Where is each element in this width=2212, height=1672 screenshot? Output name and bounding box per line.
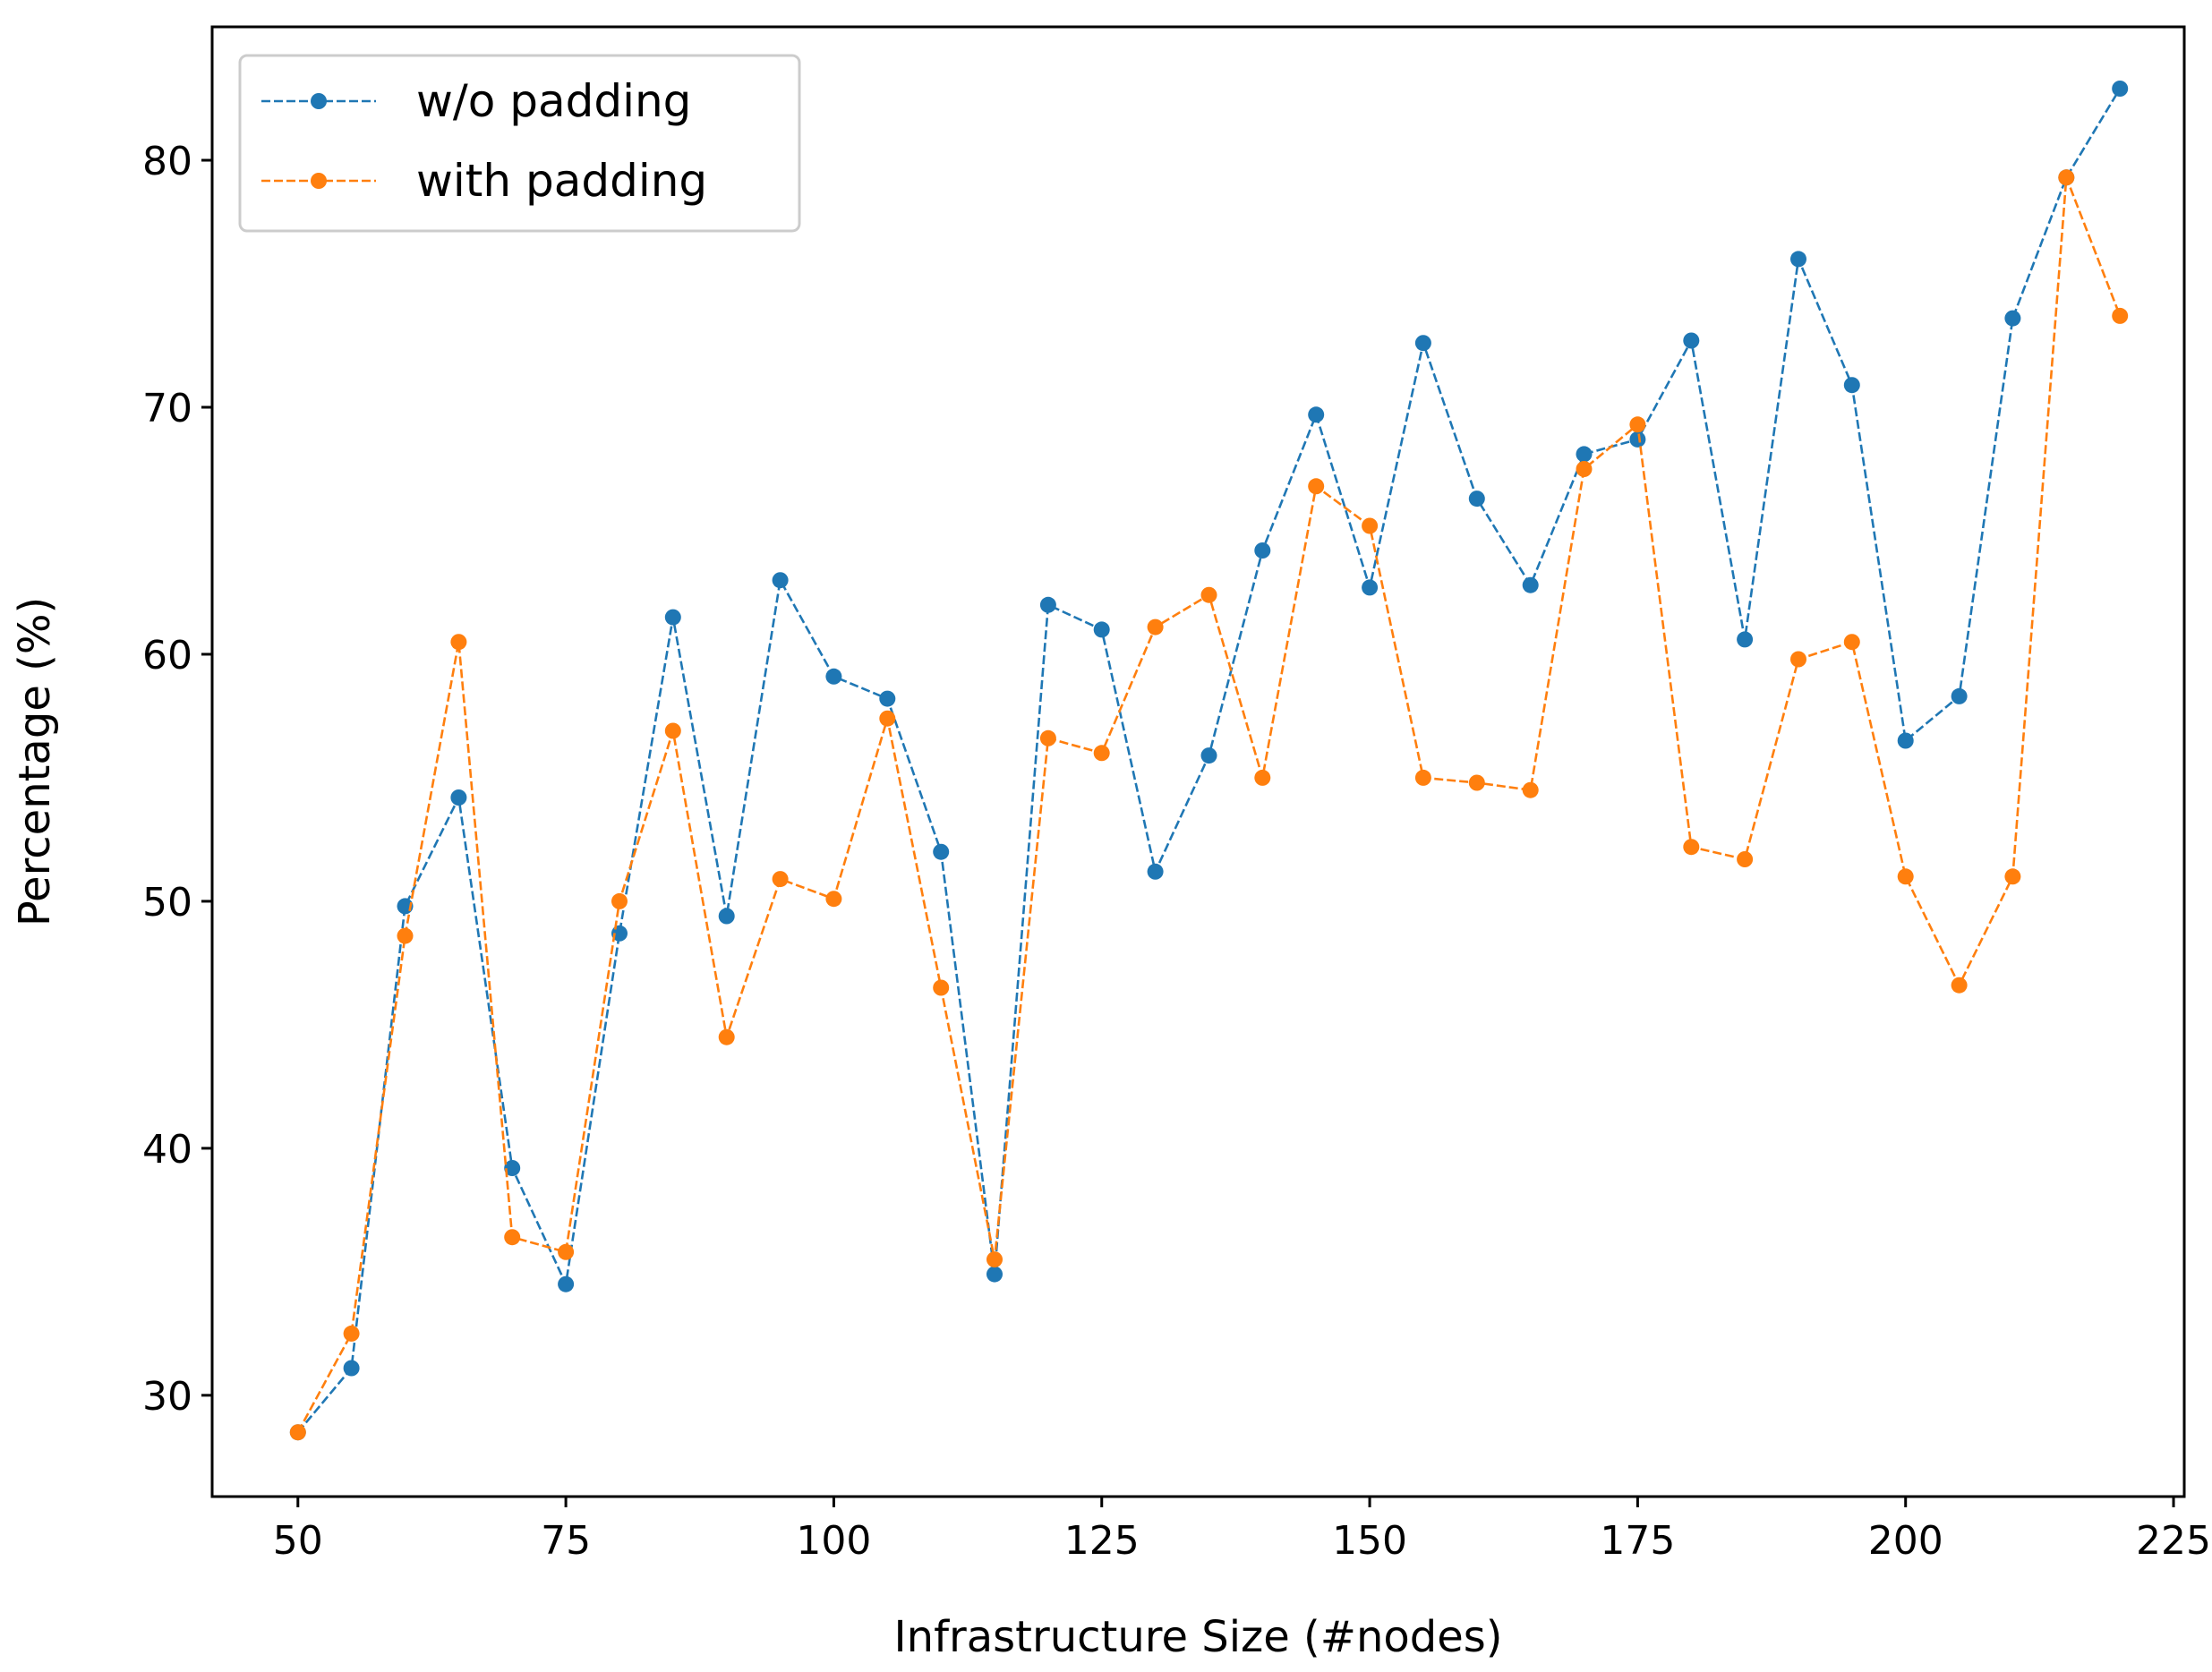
y-tick-label: 30: [142, 1374, 192, 1420]
data-point: [1683, 839, 1700, 856]
data-point: [1522, 781, 1539, 798]
data-point: [1790, 251, 1806, 268]
data-point: [1737, 851, 1754, 867]
x-axis-label: Infrastructure Size (#nodes): [894, 1612, 1503, 1662]
data-point: [1147, 618, 1164, 636]
y-axis-ticks: 30 40 50 60 70 80: [142, 139, 212, 1420]
series-2: [289, 169, 2129, 1441]
data-point: [1468, 491, 1485, 508]
legend-marker: [311, 173, 327, 189]
legend-item: w/o padding: [261, 75, 691, 127]
data-point: [986, 1251, 1003, 1268]
data-point: [2112, 307, 2129, 324]
data-point: [986, 1266, 1003, 1283]
data-point: [1039, 729, 1056, 746]
data-point: [1254, 769, 1271, 786]
x-tick-label: 125: [1064, 1518, 1140, 1564]
legend-items: w/o padding with padding: [261, 75, 707, 207]
legend-box: [238, 54, 801, 233]
data-point: [664, 722, 681, 739]
data-point: [718, 908, 735, 925]
y-tick-label: 40: [142, 1127, 192, 1173]
data-point: [718, 1028, 735, 1045]
data-point: [879, 710, 896, 727]
data-point: [558, 1243, 575, 1260]
x-tick-label: 225: [2136, 1518, 2211, 1564]
data-point: [343, 1360, 360, 1377]
x-tick-label: 150: [1332, 1518, 1407, 1564]
data-point: [825, 668, 842, 685]
data-point: [1414, 769, 1431, 786]
data-point: [933, 843, 950, 860]
x-tick-label: 100: [796, 1518, 871, 1564]
x-tick-label: 50: [273, 1518, 323, 1564]
data-point: [611, 892, 628, 909]
data-point: [1362, 579, 1379, 596]
legend: w/o padding with padding: [238, 54, 801, 233]
data-point: [772, 572, 789, 589]
data-point: [2004, 868, 2021, 885]
data-point: [1200, 747, 1217, 764]
data-point: [1093, 745, 1110, 762]
data-point: [1576, 446, 1593, 463]
data-point: [1039, 596, 1056, 613]
data-point: [1308, 406, 1325, 423]
y-tick-label: 50: [142, 880, 192, 926]
data-point: [2112, 81, 2129, 97]
series-layer: [289, 81, 2129, 1441]
data-point: [1951, 687, 1968, 704]
x-tick-label: 75: [541, 1518, 591, 1564]
data-point: [1897, 868, 1914, 885]
y-tick-label: 80: [142, 139, 192, 184]
data-point: [1951, 977, 1968, 994]
data-point: [1522, 576, 1539, 593]
data-point: [1576, 461, 1593, 477]
data-point: [825, 891, 842, 908]
data-point: [1362, 517, 1379, 534]
data-point: [397, 927, 414, 944]
data-point: [664, 609, 681, 626]
data-point: [1790, 651, 1806, 668]
data-point: [1468, 774, 1485, 791]
data-point: [1147, 863, 1164, 880]
legend-marker: [311, 93, 327, 109]
x-tick-label: 175: [1600, 1518, 1675, 1564]
data-point: [1200, 586, 1217, 603]
legend-label: with padding: [416, 155, 707, 207]
data-point: [1629, 416, 1646, 433]
data-point: [1843, 634, 1860, 651]
data-point: [1737, 631, 1754, 648]
y-tick-label: 60: [142, 633, 192, 678]
data-point: [933, 979, 950, 996]
legend-item: with padding: [261, 155, 707, 207]
data-point: [504, 1229, 521, 1246]
data-point: [2058, 169, 2075, 186]
data-point: [2004, 310, 2021, 327]
data-point: [289, 1424, 306, 1441]
y-tick-label: 70: [142, 386, 192, 431]
y-axis-label: Percentage (%): [10, 597, 60, 926]
data-point: [558, 1275, 575, 1292]
data-point: [1254, 542, 1271, 559]
data-point: [1843, 377, 1860, 394]
data-point: [879, 690, 896, 707]
data-point: [1683, 332, 1700, 349]
plot-area-frame: [210, 25, 2186, 1498]
data-point: [504, 1160, 521, 1176]
data-point: [450, 789, 467, 806]
data-point: [343, 1325, 360, 1342]
data-point: [1414, 335, 1431, 352]
data-point: [772, 871, 789, 888]
data-point: [1897, 732, 1914, 749]
x-axis-ticks: 50 75 100 125 150 175 200 225: [273, 1497, 2211, 1564]
data-point: [1308, 478, 1325, 495]
data-point: [1629, 431, 1646, 448]
legend-label: w/o padding: [416, 75, 691, 127]
data-point: [450, 634, 467, 651]
data-point: [1093, 621, 1110, 638]
x-tick-label: 200: [1868, 1518, 1943, 1564]
